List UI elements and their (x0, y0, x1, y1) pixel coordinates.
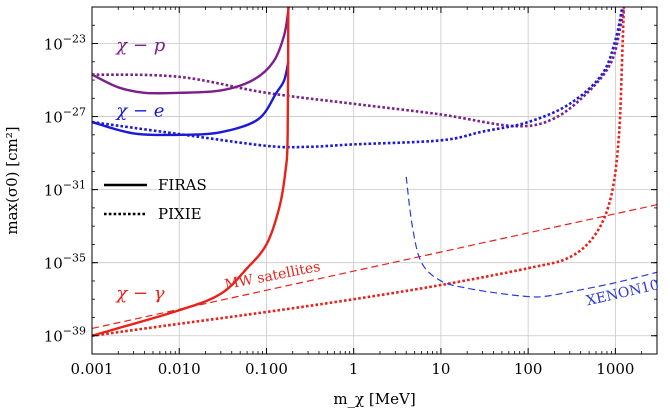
x-tick-label: 10 (431, 360, 450, 378)
series-line-gamma-pixie (92, 7, 626, 338)
annotation-label: χ − e (114, 101, 164, 122)
annotation-label: χ − p (114, 35, 165, 56)
series-line-e-firas (92, 61, 290, 137)
series-layer (92, 7, 657, 338)
x-axis-label: m_χ [MeV] (333, 390, 415, 408)
y-tick-exponent: −39 (63, 325, 86, 338)
annotation-label: XENON10 (585, 277, 661, 309)
y-tick-label: 10−39 (44, 325, 86, 346)
plot-frame (91, 6, 658, 355)
legend-label: FIRAS (158, 176, 207, 194)
y-tick-base: 10 (44, 36, 63, 54)
x-tick-label: 1 (349, 360, 359, 378)
y-axis-label: max(σ0) [cm²] (3, 126, 21, 234)
series-line-mw-satellites (92, 204, 657, 330)
annotation-label: χ − γ (114, 283, 164, 304)
y-tick-label: 10−31 (44, 179, 86, 200)
y-tick-label: 10−23 (44, 33, 86, 54)
x-tick-label: 100 (514, 360, 543, 378)
series-line-xenon10 (405, 176, 657, 298)
y-tick-exponent: −35 (63, 252, 86, 265)
annotation-layer: χ − p χ − e χ − γ MW satellites XENON10 (114, 35, 660, 310)
y-tick-base: 10 (44, 109, 63, 127)
x-tick-label: 0.001 (71, 360, 114, 378)
y-tick-label: 10−35 (44, 252, 86, 273)
y-tick-base: 10 (44, 328, 63, 346)
series-line-e-pixie (92, 7, 624, 149)
y-tick-exponent: −23 (63, 33, 86, 46)
y-tick-base: 10 (44, 182, 63, 200)
ticks-layer: 0.001 0.010 0.100 1 10 100 100010−3910−3510−31… (44, 6, 658, 378)
x-tick-label: 0.100 (245, 360, 288, 378)
legend-label: PIXIE (158, 205, 202, 223)
y-tick-exponent: −31 (63, 179, 86, 192)
annotation-label: MW satellites (223, 259, 321, 293)
grid-layer (91, 7, 657, 354)
x-tick-label: 0.010 (158, 360, 201, 378)
series-line-p-pixie (92, 7, 626, 128)
y-tick-label: 10−27 (44, 106, 86, 127)
y-tick-base: 10 (44, 255, 63, 273)
x-tick-label: 1000 (596, 360, 634, 378)
legend: FIRAS PIXIE (104, 176, 207, 223)
y-tick-exponent: −27 (63, 106, 86, 119)
series-line-p-firas (92, 7, 290, 95)
